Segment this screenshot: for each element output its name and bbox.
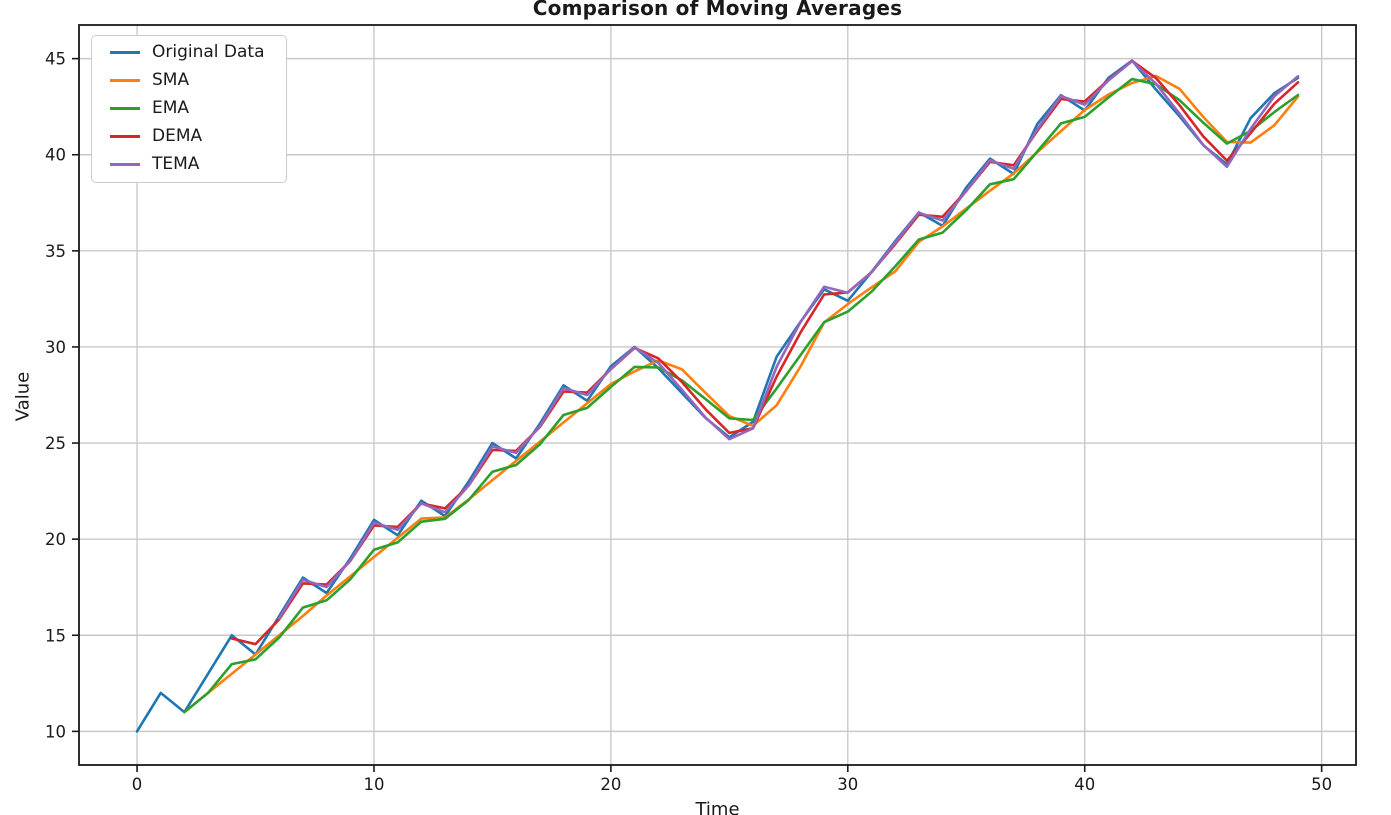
y-tick-label: 25 <box>45 434 66 453</box>
legend-line-sample <box>110 50 140 54</box>
series-lines <box>135 59 1300 733</box>
legend: Original Data SMA EMA DEMA TEMA <box>91 35 287 183</box>
axes-frame <box>78 24 1357 766</box>
x-tick-label: 50 <box>1311 775 1332 794</box>
legend-line-sample <box>110 78 140 82</box>
y-tick-label: 20 <box>45 530 66 549</box>
x-tick-label: 10 <box>363 775 384 794</box>
axis-ticks: 0 10 20 30 40 50 10 15 20 25 30 35 40 45 <box>45 50 1332 794</box>
legend-item-ema: EMA <box>110 94 276 122</box>
y-axis-label: Value <box>12 371 34 422</box>
gridlines <box>79 25 1356 765</box>
series-line-tema <box>277 59 1300 620</box>
series-line-dema <box>230 59 1300 646</box>
y-tick-label: 45 <box>45 50 66 69</box>
legend-label: EMA <box>152 98 190 118</box>
legend-line-sample <box>110 106 140 110</box>
legend-item-tema: TEMA <box>110 150 276 178</box>
legend-line-sample <box>110 134 140 138</box>
legend-label: TEMA <box>152 154 200 174</box>
x-tick-label: 30 <box>837 775 858 794</box>
legend-item-original-data: Original Data <box>110 38 276 66</box>
legend-label: Original Data <box>152 42 265 62</box>
x-tick-label: 40 <box>1074 775 1095 794</box>
y-tick-label: 40 <box>45 146 66 165</box>
y-tick-label: 15 <box>45 626 66 645</box>
series-line-sma <box>183 74 1300 714</box>
y-tick-label: 10 <box>45 722 66 741</box>
legend-label: DEMA <box>152 126 203 146</box>
x-tick-label: 20 <box>600 775 621 794</box>
legend-item-dema: DEMA <box>110 122 276 150</box>
legend-label: SMA <box>152 70 190 90</box>
x-axis-label: Time <box>695 799 740 815</box>
legend-line-sample <box>110 162 140 166</box>
y-tick-label: 35 <box>45 242 66 261</box>
x-tick-label: 0 <box>132 775 143 794</box>
y-tick-label: 30 <box>45 338 66 357</box>
series-line-original-data <box>135 59 1300 733</box>
legend-item-sma: SMA <box>110 66 276 94</box>
series-line-ema <box>183 77 1300 714</box>
chart-title: Comparison of Moving Averages <box>532 0 903 20</box>
